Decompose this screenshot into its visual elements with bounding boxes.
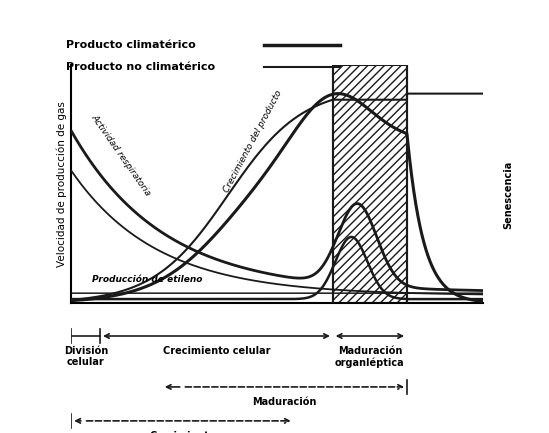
Text: Producción de etileno: Producción de etileno (92, 275, 203, 284)
Text: Actividad respiratoria: Actividad respiratoria (89, 113, 152, 198)
Text: Crecimiento celular: Crecimiento celular (163, 346, 270, 355)
Y-axis label: Velocidad de producción de gas: Velocidad de producción de gas (57, 101, 67, 267)
Text: Crecimiento: Crecimiento (149, 430, 216, 433)
Text: Maduración: Maduración (252, 397, 317, 407)
Text: Producto no climatérico: Producto no climatérico (66, 62, 215, 72)
Text: División
celular: División celular (64, 346, 108, 367)
Text: Crecimiento del producto: Crecimiento del producto (222, 88, 283, 194)
Text: Producto climatérico: Producto climatérico (66, 40, 195, 51)
Text: Senescencia: Senescencia (503, 161, 513, 229)
Text: Maduración
organléptica: Maduración organléptica (335, 346, 405, 368)
Bar (333, 65, 407, 303)
